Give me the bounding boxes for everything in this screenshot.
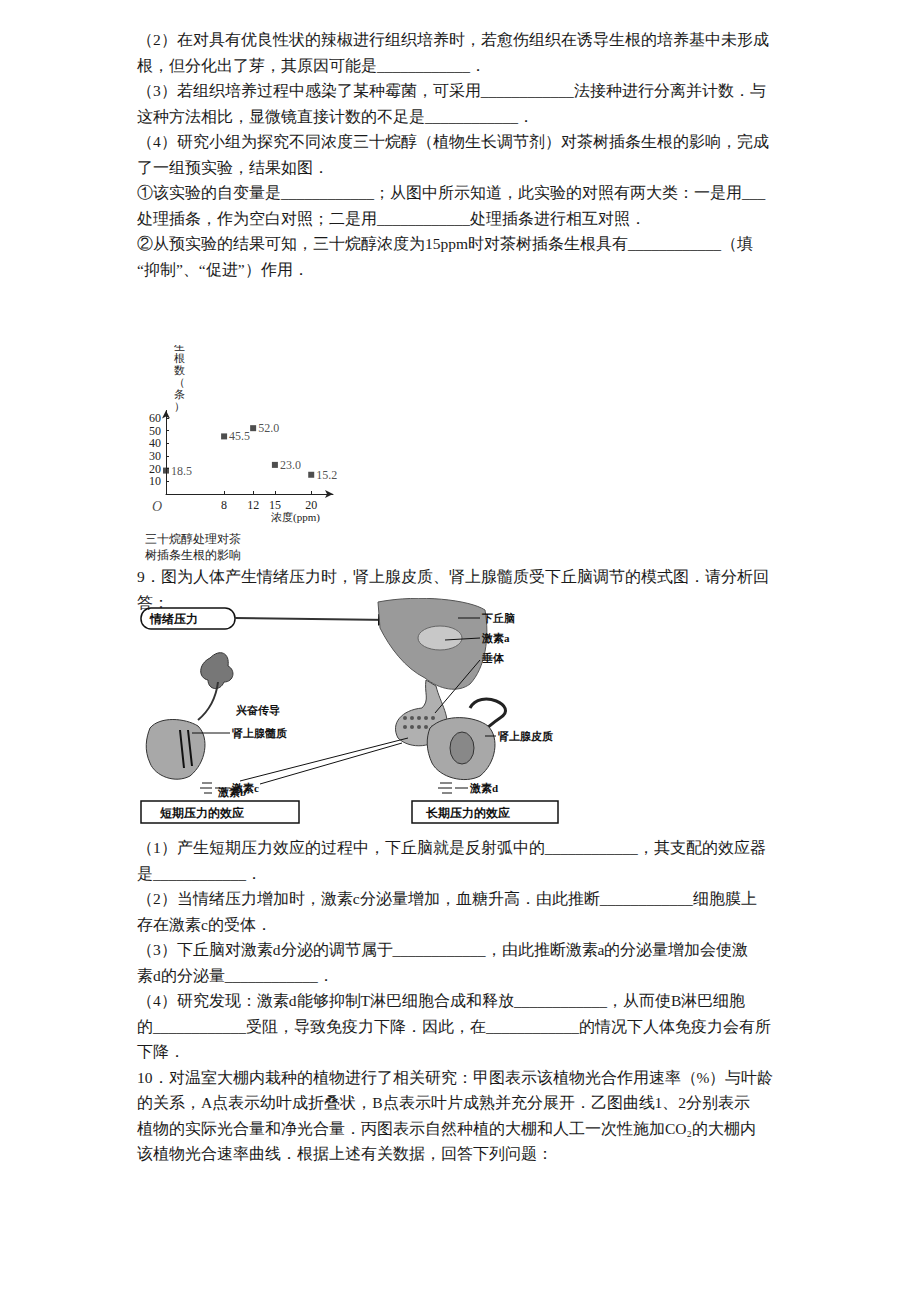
svg-text:三十烷醇处理对茶: 三十烷醇处理对茶	[145, 532, 241, 546]
svg-text:20: 20	[149, 462, 161, 476]
svg-text:肾上腺髓质: 肾上腺髓质	[232, 727, 287, 739]
svg-text:条: 条	[174, 388, 185, 400]
html-text:（1）产生短期压力效应的过程中，下丘脑就是反射弧中的____: （1）产生短期压力效应的过程中，下丘脑就是反射弧中的____________，其…	[137, 839, 766, 856]
svg-text:12: 12	[247, 498, 259, 512]
svg-text:8: 8	[221, 498, 227, 512]
svg-text:15: 15	[269, 498, 281, 512]
html-text:的____________受阻，导致免疫力下降．因此，在__: 的____________受阻，导致免疫力下降．因此，在____________…	[137, 1017, 771, 1035]
svg-text:激素d: 激素d	[469, 782, 498, 794]
html-text:植物的实际光合量和净光合量．丙图表示自然种植的大棚和人工一次: 植物的实际光合量和净光合量．丙图表示自然种植的大棚和人工一次性施加CO₂的大棚内	[137, 1119, 756, 1137]
svg-text:树插条生根的影响: 树插条生根的影响	[145, 548, 241, 562]
svg-text:长期压力的效应: 长期压力的效应	[425, 806, 510, 820]
html-text:了一组预实验，结果如图．: 了一组预实验，结果如图．	[137, 158, 329, 176]
svg-text:激素a: 激素a	[481, 632, 510, 644]
svg-text:短期压力的效应: 短期压力的效应	[159, 806, 244, 820]
html-text:（4）研究发现：激素d能够抑制T淋巴细胞合成和释放_____: （4）研究发现：激素d能够抑制T淋巴细胞合成和释放____________，从而…	[137, 992, 746, 1009]
svg-text:激素b: 激素b	[217, 786, 246, 798]
svg-text:30: 30	[149, 449, 161, 463]
html-text:（3）若组织培养过程中感染了某种霉菌，可采用________: （3）若组织培养过程中感染了某种霉菌，可采用____________法接种进行分…	[137, 82, 766, 99]
svg-text:数: 数	[174, 364, 185, 376]
svg-text:情绪压力: 情绪压力	[149, 612, 198, 626]
html-text:9．图为人体产生情绪压力时，肾上腺皮质、肾上腺髓质受下丘脑调: 9．图为人体产生情绪压力时，肾上腺皮质、肾上腺髓质受下丘脑调节的模式图．请分析回	[137, 568, 769, 585]
svg-text:52.0: 52.0	[258, 421, 279, 435]
html-text:（3）下丘脑对激素d分泌的调节属于____________，: （3）下丘脑对激素d分泌的调节属于____________，由此推断激素a的分泌…	[137, 941, 749, 958]
html-text:①该实验的自变量是____________；从图中所示知道，: ①该实验的自变量是____________；从图中所示知道，此实验的对照有两大类…	[137, 184, 766, 201]
svg-text:（: （	[174, 376, 185, 388]
svg-text:23.0: 23.0	[280, 458, 301, 472]
html-text:该植物光合速率曲线．根据上述有关数据，回答下列问题：: 该植物光合速率曲线．根据上述有关数据，回答下列问题：	[137, 1145, 553, 1162]
html-text:处理插条，作为空白对照；二是用____________处理插: 处理插条，作为空白对照；二是用____________处理插条进行相互对照．	[137, 209, 646, 227]
html-text:（2）在对具有优良性状的辣椒进行组织培养时，若愈伤组织在诱导: （2）在对具有优良性状的辣椒进行组织培养时，若愈伤组织在诱导生根的培养基中未形成	[137, 31, 769, 48]
svg-text:50: 50	[149, 424, 161, 438]
svg-text:垂体: 垂体	[481, 652, 505, 664]
html-text:答：: 答：	[137, 593, 169, 611]
svg-text:下丘脑: 下丘脑	[481, 612, 515, 624]
svg-text:15.2: 15.2	[316, 468, 337, 482]
html-text:素d的分泌量____________．: 素d的分泌量____________．	[137, 966, 334, 984]
svg-text:）: ）	[174, 400, 185, 412]
html-text:存在激素c的受体．: 存在激素c的受体．	[137, 915, 272, 933]
svg-text:60: 60	[149, 411, 161, 425]
svg-text:浓度(ppm): 浓度(ppm)	[271, 511, 320, 524]
svg-text:18.5: 18.5	[171, 464, 192, 478]
html-text:下降．: 下降．	[137, 1043, 185, 1060]
html-text:这种方法相比，显微镜直接计数的不足是____________: 这种方法相比，显微镜直接计数的不足是____________．	[137, 107, 534, 125]
html-text:②从预实验的结果可知，三十烷醇浓度为15ppm时对茶树插条生: ②从预实验的结果可知，三十烷醇浓度为15ppm时对茶树插条生根具有_______…	[137, 235, 754, 252]
html-text:（2）当情绪压力增加时，激素c分泌量增加，血糖升高．由此推断: （2）当情绪压力增加时，激素c分泌量增加，血糖升高．由此推断__________…	[137, 890, 757, 907]
svg-text:10: 10	[149, 474, 161, 488]
svg-text:生: 生	[174, 345, 185, 352]
svg-text:兴奋传导: 兴奋传导	[235, 704, 280, 717]
html-text:10．对温室大棚内栽种的植物进行了相关研究：甲图表示该植物光: 10．对温室大棚内栽种的植物进行了相关研究：甲图表示该植物光合作用速率（%）与叶…	[137, 1068, 774, 1086]
svg-text:20: 20	[305, 498, 317, 512]
html-text:根，但分化出了芽，其原因可能是____________．: 根，但分化出了芽，其原因可能是____________．	[137, 56, 486, 74]
svg-text:根: 根	[174, 352, 185, 364]
svg-text:肾上腺皮质: 肾上腺皮质	[498, 730, 553, 742]
html-text:是____________．: 是____________．	[137, 864, 262, 882]
html-text:的关系，A点表示幼叶成折叠状，B点表示叶片成熟并充分展开．乙: 的关系，A点表示幼叶成折叠状，B点表示叶片成熟并充分展开．乙图曲线1、2分别表示	[137, 1094, 750, 1111]
svg-text:O: O	[152, 499, 162, 514]
html-text:“抑制”、“促进”）作用．: “抑制”、“促进”）作用．	[137, 260, 309, 278]
svg-text:40: 40	[149, 436, 161, 450]
svg-text:45.5: 45.5	[229, 429, 250, 443]
html-text:（4）研究小组为探究不同浓度三十烷醇（植物生长调节剂）对茶树: （4）研究小组为探究不同浓度三十烷醇（植物生长调节剂）对茶树插条生根的影响，完成	[137, 133, 769, 150]
